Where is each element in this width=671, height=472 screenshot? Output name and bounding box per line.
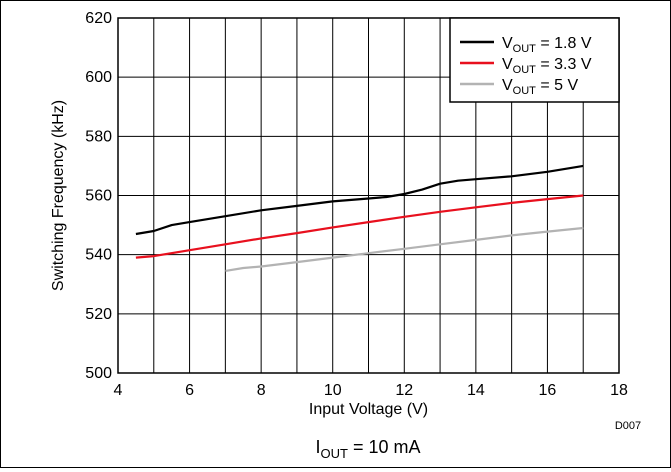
legend-box xyxy=(449,17,620,103)
legend-label: VOUT = 1.8 V xyxy=(502,35,592,55)
y-tick-label: 580 xyxy=(85,128,112,145)
legend-label-subscript: OUT xyxy=(513,85,537,97)
y-axis-ticks: 500 520 540 560 580 600 620 xyxy=(85,10,112,382)
y-axis-label: Switching Frequency (kHz) xyxy=(50,100,67,291)
condition-note-rest: = 10 mA xyxy=(348,437,421,457)
x-axis-ticks: 4 6 8 10 12 14 16 18 xyxy=(114,382,628,399)
figure-id: D007 xyxy=(615,420,641,432)
plot-area-border xyxy=(117,17,620,374)
series-line-2 xyxy=(135,194,584,259)
y-tick-label: 620 xyxy=(85,10,112,27)
x-tick-label: 10 xyxy=(324,382,342,399)
legend-label-main: V xyxy=(502,56,513,73)
x-tick-label: 14 xyxy=(467,382,485,399)
condition-note: IOUT = 10 mA xyxy=(315,437,420,461)
legend-label-subscript: OUT xyxy=(513,64,537,76)
legend-label-subscript: OUT xyxy=(513,43,537,55)
y-tick-label: 520 xyxy=(85,306,112,323)
legend-label-main: V xyxy=(502,35,513,52)
legend-label: VOUT = 3.3 V xyxy=(502,56,592,76)
x-tick-label: 6 xyxy=(185,382,194,399)
x-tick-label: 4 xyxy=(114,382,123,399)
legend-label-main: V xyxy=(502,77,513,94)
y-tick-label: 600 xyxy=(85,69,112,86)
y-tick-label: 560 xyxy=(85,188,112,205)
y-tick-label: 540 xyxy=(85,247,112,264)
y-tick-label: 500 xyxy=(85,365,112,382)
legend-label-rest: = 5 V xyxy=(536,77,579,94)
legend-label: VOUT = 5 V xyxy=(502,77,578,97)
series-line-3 xyxy=(225,226,584,272)
x-tick-label: 16 xyxy=(539,382,557,399)
series-lines xyxy=(135,164,584,272)
legend-label-rest: = 3.3 V xyxy=(536,56,592,73)
x-tick-label: 8 xyxy=(257,382,266,399)
x-tick-label: 12 xyxy=(395,382,413,399)
x-axis-label: Input Voltage (V) xyxy=(309,401,428,418)
condition-note-subscript: OUT xyxy=(321,446,349,461)
condition-note-main: I xyxy=(315,437,320,457)
series-line-1 xyxy=(135,164,584,236)
x-tick-label: 18 xyxy=(610,382,628,399)
legend-label-rest: = 1.8 V xyxy=(536,35,592,52)
